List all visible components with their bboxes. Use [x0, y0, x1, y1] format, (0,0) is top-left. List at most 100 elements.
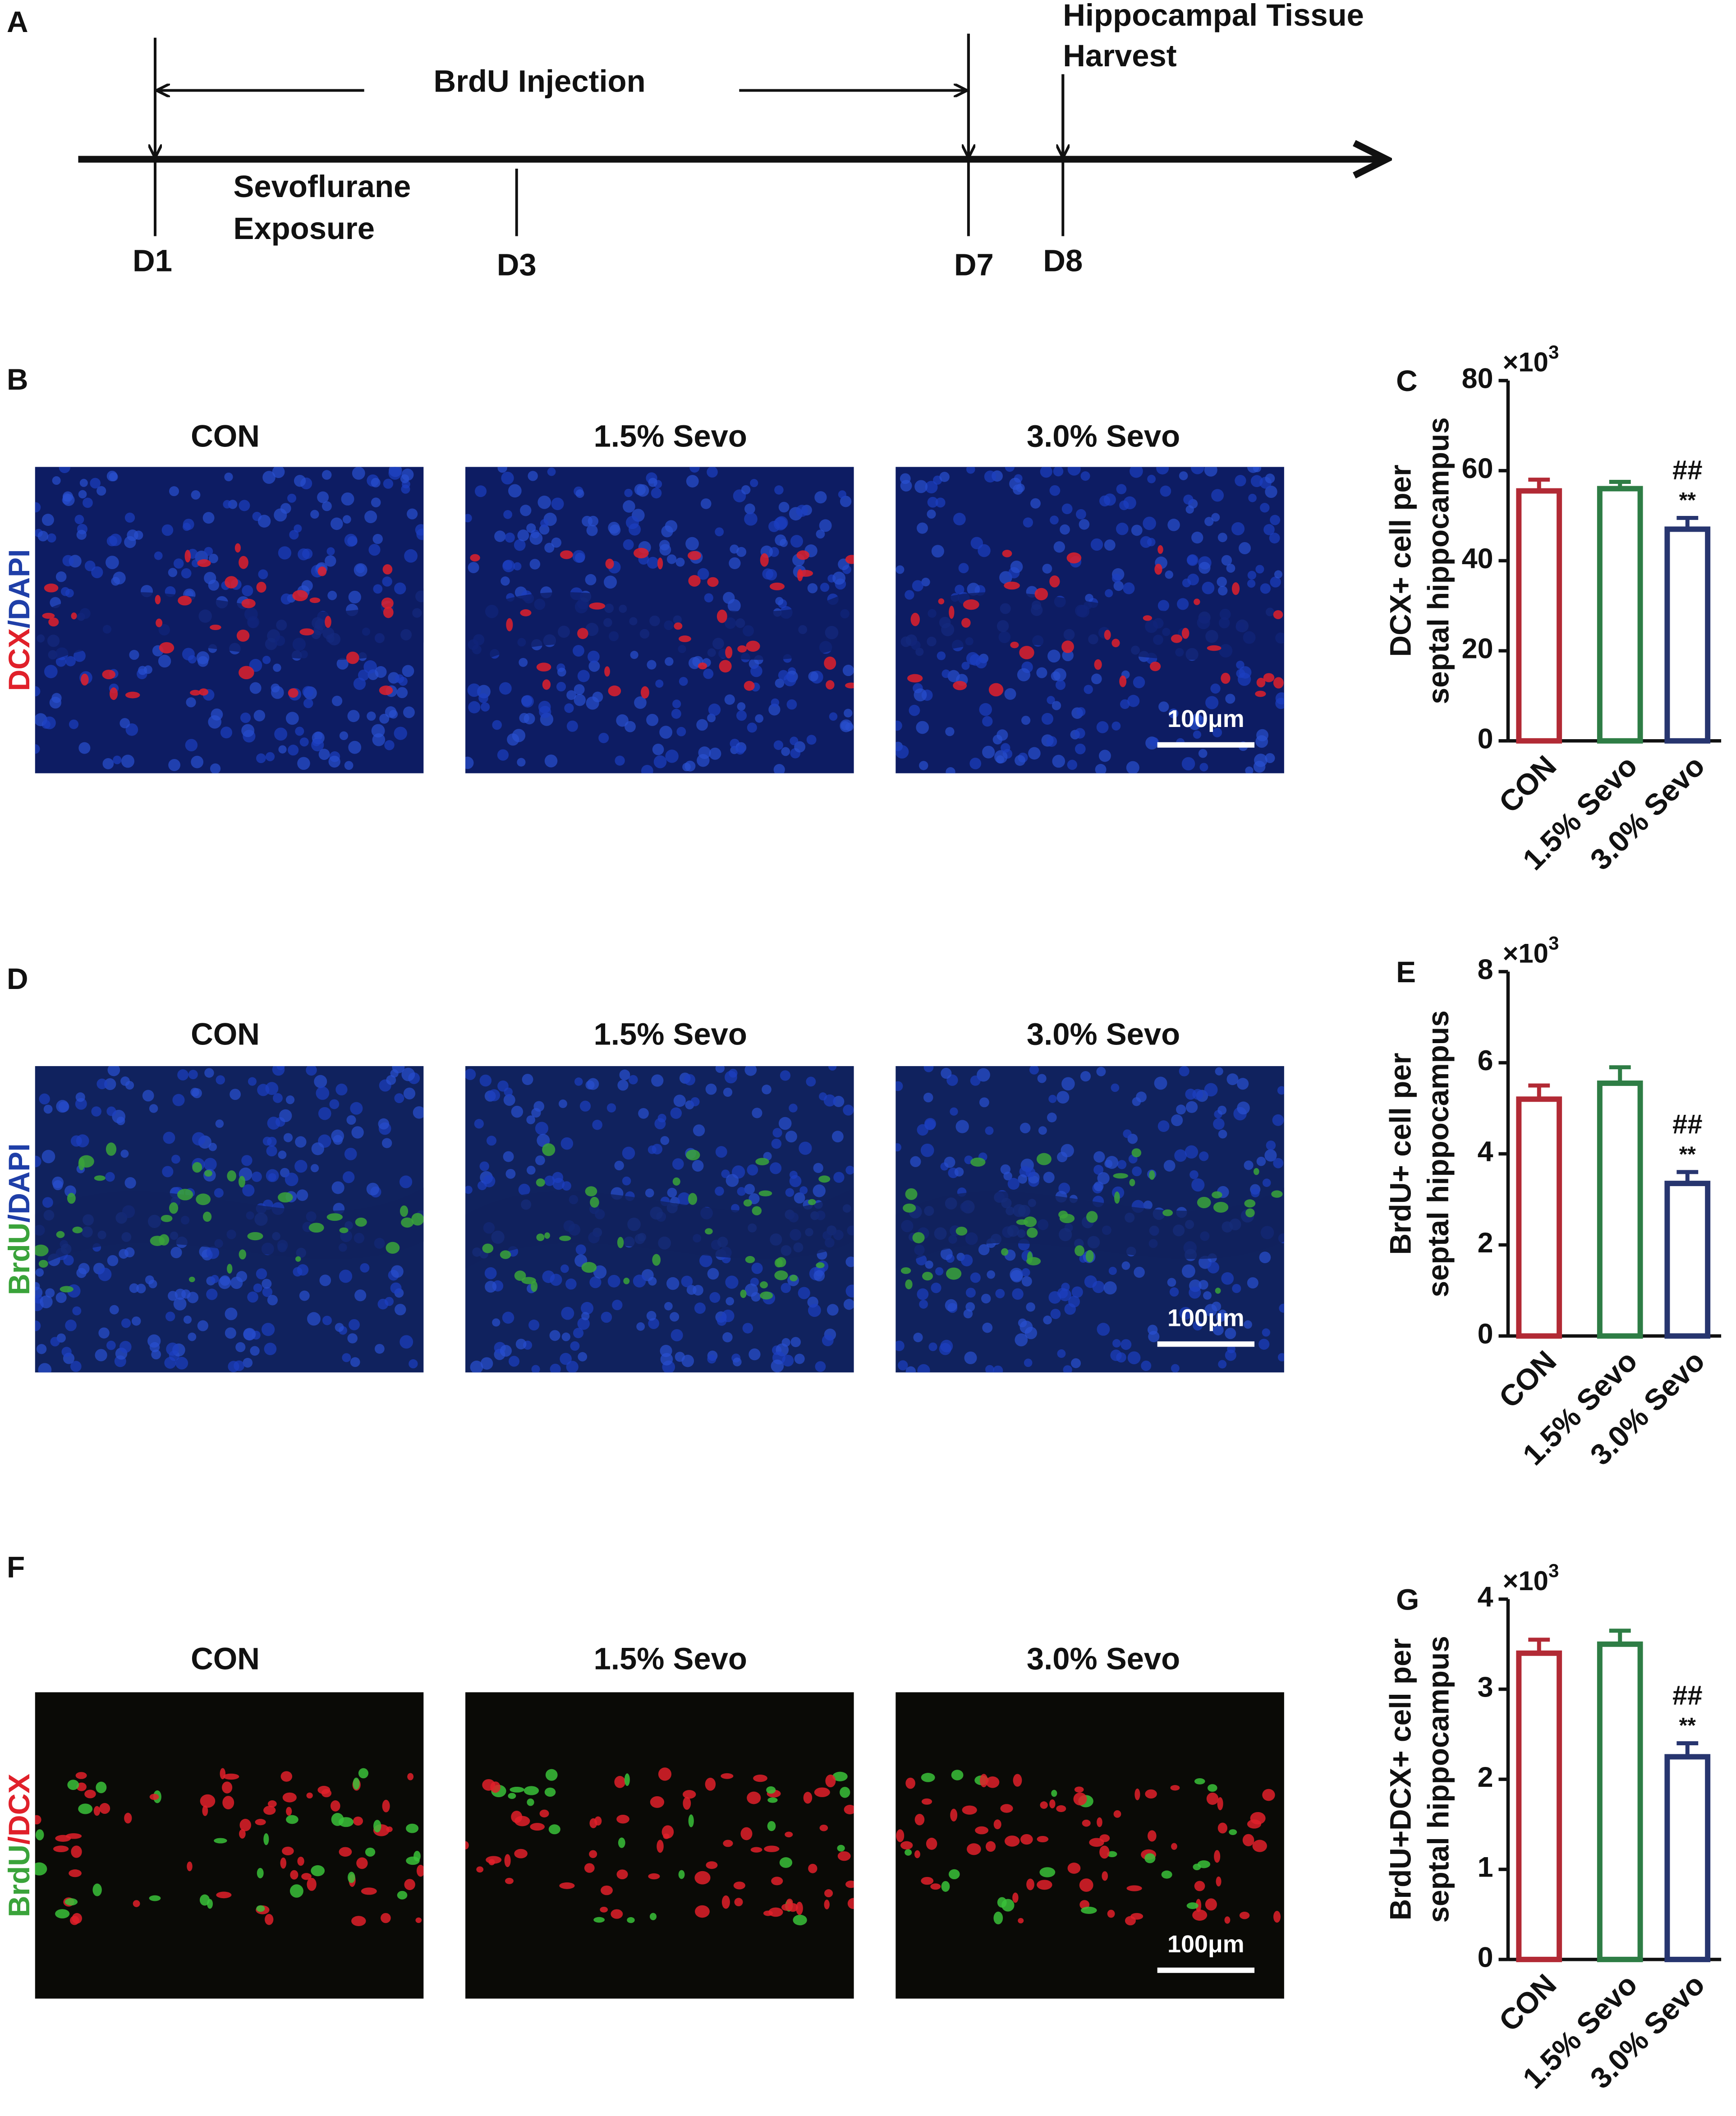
labeled-cell [589, 602, 606, 610]
nucleus [1279, 1303, 1284, 1313]
nucleus [203, 1158, 217, 1171]
nucleus [1147, 1325, 1158, 1335]
nucleus [274, 508, 287, 522]
column-title: 1.5% Sevo [594, 419, 747, 454]
nucleus [503, 510, 513, 519]
injection-label: BrdU Injection [434, 64, 646, 99]
nucleus [822, 1334, 834, 1347]
nucleus [672, 1158, 684, 1170]
labeled-cell [678, 1870, 685, 1879]
nucleus [224, 472, 233, 482]
labeled-cell [922, 1272, 933, 1281]
labeled-cell [803, 1792, 813, 1804]
nucleus [317, 491, 329, 503]
nucleus [191, 755, 204, 768]
nucleus [515, 1339, 527, 1350]
labeled-cell [1059, 1214, 1075, 1224]
nucleus [565, 1278, 577, 1290]
nucleus [1053, 541, 1065, 553]
nucleus [1134, 1266, 1145, 1278]
nucleus [173, 558, 184, 569]
labeled-cell [914, 1850, 920, 1858]
nucleus [52, 476, 61, 485]
nucleus [351, 1126, 364, 1139]
labeled-cell [383, 607, 394, 618]
labeled-cell [721, 1773, 734, 1779]
nucleus [83, 497, 93, 508]
nucleus [1123, 582, 1135, 594]
nucleus [909, 704, 920, 716]
labeled-cell [905, 1849, 912, 1856]
nucleus [1157, 600, 1169, 612]
labeled-cell [1154, 564, 1162, 575]
nucleus [394, 1093, 404, 1104]
labeled-cell [753, 1775, 767, 1782]
labeled-cell [950, 1808, 958, 1822]
labeled-cell [766, 1786, 776, 1794]
nucleus [744, 1283, 758, 1297]
nucleus [923, 1066, 934, 1072]
labeled-cell [1194, 1778, 1205, 1785]
nucleus [285, 1173, 299, 1187]
labeled-cell [796, 550, 809, 560]
nucleus [1021, 1276, 1032, 1287]
nucleus [65, 656, 76, 667]
nucleus [208, 553, 218, 563]
nucleus [183, 523, 191, 531]
labeled-cell [64, 1898, 78, 1906]
nucleus [1143, 516, 1156, 530]
nucleus [708, 704, 721, 716]
nucleus [335, 1083, 348, 1095]
labeled-cell [824, 1889, 833, 1898]
nucleus [693, 1124, 705, 1136]
nucleus [1158, 701, 1169, 712]
nucleus [1007, 1178, 1020, 1190]
labeled-cell [382, 564, 393, 575]
nucleus [162, 1166, 174, 1178]
hilus-band [35, 1187, 424, 1269]
y-tick-label: 0 [1478, 1318, 1493, 1350]
nucleus [1075, 728, 1085, 739]
nucleus [981, 1293, 991, 1304]
labeled-cell [776, 1257, 786, 1267]
nucleus [1043, 1316, 1052, 1325]
hilus-band [465, 1187, 854, 1269]
nucleus [381, 1138, 392, 1148]
nucleus [623, 500, 635, 513]
nucleus [780, 538, 788, 547]
nucleus [1189, 1286, 1201, 1299]
labeled-cell [1194, 598, 1200, 605]
labeled-cell [56, 1231, 65, 1238]
nucleus [503, 1151, 514, 1162]
nucleus [1217, 1105, 1227, 1115]
nucleus [725, 1275, 739, 1289]
labeled-cell [239, 666, 254, 680]
labeled-cell [124, 1812, 132, 1824]
nucleus [467, 683, 481, 697]
nucleus [158, 654, 171, 668]
labeled-cell [238, 1176, 245, 1188]
nucleus [707, 1268, 719, 1280]
labeled-cell [1018, 1918, 1024, 1923]
nucleus [781, 1338, 790, 1347]
nucleus [1270, 515, 1281, 525]
nucleus [1265, 474, 1275, 483]
labeled-cell [769, 582, 785, 590]
nucleus [1260, 503, 1270, 513]
labeled-cell [192, 1162, 202, 1173]
y-tick-label: 8 [1478, 954, 1493, 985]
labeled-cell [951, 1770, 964, 1780]
nucleus [1277, 1353, 1284, 1362]
bar [1597, 486, 1643, 744]
nucleus [344, 761, 354, 770]
labeled-cell [584, 1863, 595, 1873]
error-bar [1528, 1638, 1550, 1653]
nucleus [1227, 1345, 1235, 1353]
nucleus [1093, 1164, 1104, 1175]
labeled-cell [149, 1794, 159, 1800]
nucleus [191, 559, 200, 567]
nucleus [1116, 522, 1129, 535]
labeled-cell [963, 599, 979, 610]
nucleus [484, 1267, 497, 1279]
